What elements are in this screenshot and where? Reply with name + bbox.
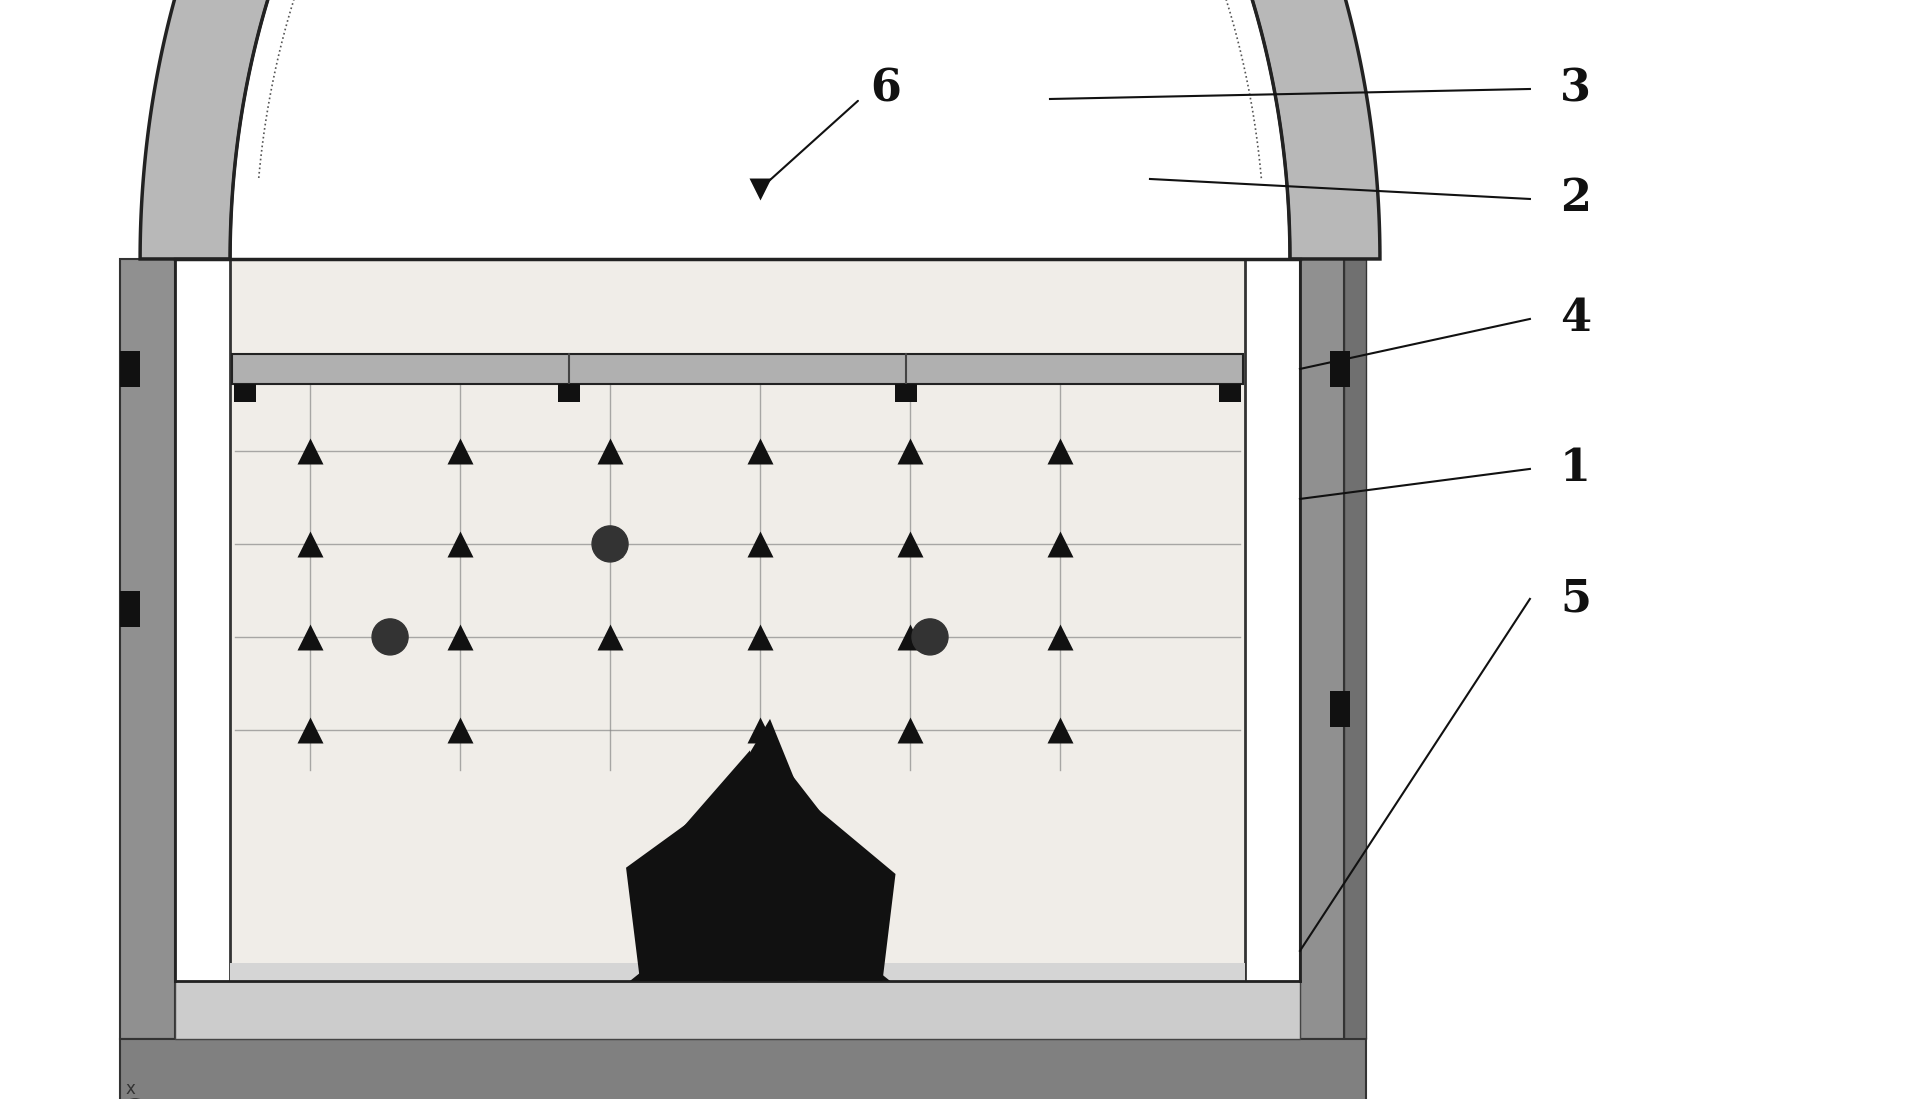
Point <box>295 442 326 459</box>
Bar <box>1219 384 1240 402</box>
Polygon shape <box>631 941 890 981</box>
Point <box>295 535 326 553</box>
Text: 3: 3 <box>1558 67 1591 111</box>
Point <box>893 629 924 646</box>
Point <box>893 442 924 459</box>
Bar <box>120 591 141 626</box>
Polygon shape <box>764 829 815 956</box>
Point <box>444 629 474 646</box>
Text: x: x <box>126 1080 135 1098</box>
Point <box>745 180 775 198</box>
Bar <box>1299 259 1343 1039</box>
Text: 2: 2 <box>1558 177 1591 221</box>
Point <box>745 629 775 646</box>
Point <box>893 535 924 553</box>
Point <box>745 721 775 739</box>
Bar <box>120 259 175 1039</box>
Bar <box>1330 351 1349 387</box>
Polygon shape <box>712 823 768 951</box>
Circle shape <box>592 526 629 562</box>
Point <box>1044 442 1074 459</box>
Point <box>1044 721 1074 739</box>
Point <box>1044 535 1074 553</box>
Bar <box>232 354 1242 384</box>
Bar <box>1343 259 1366 1039</box>
Bar <box>558 384 579 402</box>
Point <box>1044 629 1074 646</box>
Point <box>444 442 474 459</box>
Circle shape <box>371 619 408 655</box>
Point <box>745 442 775 459</box>
Bar <box>231 963 1244 981</box>
Polygon shape <box>804 802 895 981</box>
Point <box>594 442 625 459</box>
Bar <box>175 981 1299 1039</box>
Point <box>893 721 924 739</box>
Bar <box>231 259 1244 981</box>
Text: 6: 6 <box>869 67 901 111</box>
Point <box>444 721 474 739</box>
Polygon shape <box>141 0 1379 259</box>
Text: 1: 1 <box>1558 447 1591 490</box>
Text: 5: 5 <box>1558 577 1591 621</box>
Bar <box>895 384 916 402</box>
Text: 4: 4 <box>1558 298 1591 341</box>
Bar <box>234 384 255 402</box>
Polygon shape <box>625 792 730 981</box>
Point <box>745 535 775 553</box>
Point <box>295 721 326 739</box>
Polygon shape <box>676 751 752 961</box>
Bar <box>1330 691 1349 726</box>
Circle shape <box>911 619 947 655</box>
Point <box>594 535 625 553</box>
Point <box>295 629 326 646</box>
Bar <box>120 351 141 387</box>
Bar <box>120 1039 1366 1099</box>
Polygon shape <box>762 766 846 966</box>
Point <box>594 629 625 646</box>
Point <box>444 535 474 553</box>
Polygon shape <box>707 719 812 981</box>
